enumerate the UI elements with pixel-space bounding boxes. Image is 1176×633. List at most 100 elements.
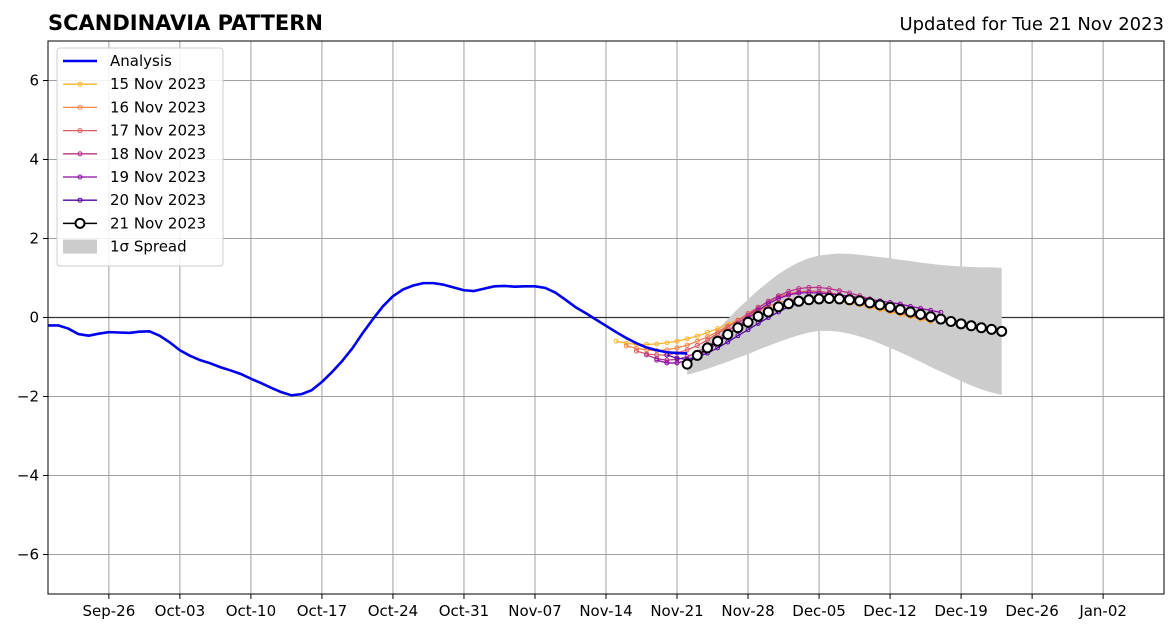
latest-forecast-point xyxy=(783,298,795,310)
forecast-point xyxy=(704,334,710,340)
forecast-point xyxy=(633,345,639,351)
forecast-point xyxy=(786,292,792,298)
legend: Analysis 15 Nov 2023 16 Nov 2023 17 Nov 202… xyxy=(56,47,224,267)
latest-forecast-point xyxy=(915,308,927,320)
legend-label: 20 Nov 2023 xyxy=(110,191,206,209)
latest-forecast-point xyxy=(803,294,815,306)
legend-forecast-marker xyxy=(77,81,83,87)
forecast-point xyxy=(674,338,680,344)
legend-label: 21 Nov 2023 xyxy=(110,214,206,232)
latest-forecast-point xyxy=(904,306,916,318)
forecast-point xyxy=(735,317,741,323)
forecast-point xyxy=(684,342,690,348)
legend-label: 17 Nov 2023 xyxy=(110,122,206,140)
x-tick-label: Oct-17 xyxy=(297,602,347,620)
y-tick-label: −2 xyxy=(17,388,39,406)
forecast-point xyxy=(674,355,680,361)
forecast-point xyxy=(654,357,660,363)
x-tick-label: Oct-24 xyxy=(368,602,418,620)
latest-forecast-point xyxy=(986,323,998,335)
forecast-point xyxy=(684,336,690,342)
latest-forecast-point xyxy=(772,301,784,313)
x-tick-label: Dec-05 xyxy=(792,602,846,620)
legend-label: 19 Nov 2023 xyxy=(110,168,206,186)
x-tick-label: Jan-02 xyxy=(1078,602,1127,620)
y-tick-label: 0 xyxy=(29,309,39,327)
forecast-point xyxy=(664,360,670,366)
forecast-point xyxy=(623,340,629,346)
legend-label: Analysis xyxy=(110,52,172,70)
y-tick-label: −6 xyxy=(17,546,39,564)
spread-layer xyxy=(687,253,1002,395)
latest-forecast-point xyxy=(732,322,744,334)
x-tick-label: Oct-10 xyxy=(226,602,276,620)
chart-subtitle: Updated for Tue 21 Nov 2023 xyxy=(899,14,1164,35)
y-tick-label: 4 xyxy=(29,151,39,169)
latest-forecast-point xyxy=(965,320,977,332)
forecast-point xyxy=(715,331,721,337)
latest-forecast-point xyxy=(712,335,724,347)
latest-forecast-point xyxy=(813,293,825,305)
forecast-point xyxy=(664,340,670,346)
latest-forecast-point xyxy=(894,304,906,316)
series-layer xyxy=(48,281,1008,397)
forecast-point xyxy=(745,327,751,333)
axis-layer: Sep-26 Oct-03 Oct-10 Oct-17 Oct-24 Oct-31 Nov-… xyxy=(17,72,1127,621)
latest-forecast-point xyxy=(843,294,855,306)
legend-label: 15 Nov 2023 xyxy=(110,75,206,93)
forecast-point xyxy=(684,347,690,353)
latest-forecast-point xyxy=(975,322,987,334)
forecast-point xyxy=(806,284,812,290)
latest-forecast-point xyxy=(833,293,845,305)
forecast-point xyxy=(613,338,619,344)
x-tick-label: Sep-26 xyxy=(82,602,135,620)
forecast-point xyxy=(775,293,781,299)
forecast-point xyxy=(826,286,832,292)
legend-spread-swatch xyxy=(63,239,97,254)
forecast-point xyxy=(674,345,680,351)
latest-forecast-point xyxy=(752,310,764,322)
chart-title: SCANDINAVIA PATTERN xyxy=(48,11,323,35)
latest-forecast-point xyxy=(935,313,947,325)
legend-forecast-marker xyxy=(77,174,83,180)
latest-forecast-point xyxy=(691,349,703,361)
forecast-point xyxy=(775,296,781,302)
forecast-point xyxy=(633,348,639,354)
latest-forecast-point xyxy=(701,342,713,354)
legend-forecast-marker xyxy=(77,104,83,110)
spread-band xyxy=(687,253,1002,395)
legend-latest-marker xyxy=(74,217,86,229)
x-tick-label: Nov-14 xyxy=(579,602,632,620)
latest-forecast-point xyxy=(874,299,886,311)
legend-box xyxy=(56,47,224,267)
plot-frame xyxy=(47,40,1165,595)
latest-forecast-point xyxy=(945,315,957,327)
y-tick-label: −4 xyxy=(17,467,39,485)
forecast-point xyxy=(623,343,629,349)
analysis-line xyxy=(48,281,688,397)
x-tick-label: Oct-31 xyxy=(439,602,489,620)
forecast-point xyxy=(796,290,802,296)
legend-forecast-marker xyxy=(77,197,83,203)
latest-forecast-point xyxy=(925,311,937,323)
latest-forecast-point xyxy=(955,318,967,330)
latest-forecast-point xyxy=(793,295,805,307)
latest-forecast-point xyxy=(742,316,754,328)
forecast-point xyxy=(765,301,771,307)
x-tick-label: Nov-28 xyxy=(721,602,774,620)
forecast-point xyxy=(715,326,721,332)
forecast-point xyxy=(816,284,822,290)
y-tick-label: 6 xyxy=(29,72,39,90)
forecast-point xyxy=(644,352,650,358)
forecast-point xyxy=(674,360,680,366)
x-tick-label: Nov-21 xyxy=(650,602,703,620)
forecast-point xyxy=(694,343,700,349)
x-tick-label: Dec-19 xyxy=(934,602,988,620)
latest-forecast-point xyxy=(762,306,774,318)
legend-label: 16 Nov 2023 xyxy=(110,98,206,116)
x-tick-label: Oct-03 xyxy=(155,602,205,620)
forecast-point xyxy=(725,339,731,345)
legend-forecast-marker xyxy=(77,151,83,157)
latest-forecast-point xyxy=(823,293,835,305)
x-tick-label: Nov-07 xyxy=(508,602,561,620)
